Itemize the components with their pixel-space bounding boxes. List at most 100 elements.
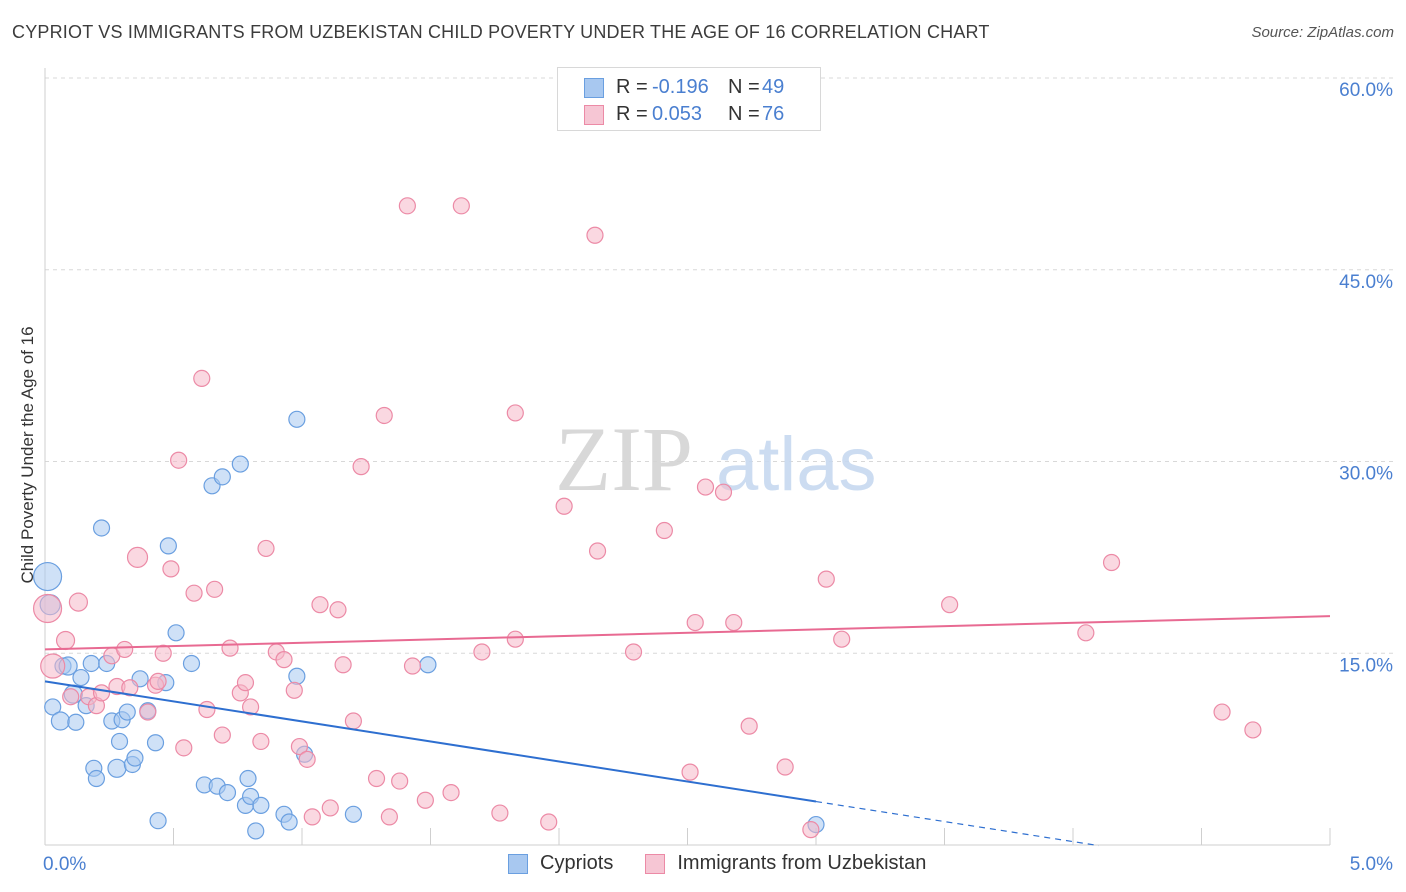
uzbekistan-point (236, 674, 255, 692)
uzbekistan-point (139, 703, 157, 721)
uzbekistan-point (121, 679, 139, 697)
uzbekistan-point (329, 601, 347, 619)
uzbekistan-point (1102, 553, 1121, 572)
uzbekistan-point (586, 226, 604, 244)
uzbekistan-point (398, 197, 416, 215)
uzbekistan-point (242, 698, 260, 716)
legend-item-uzbekistan[interactable]: Immigrants from Uzbekistan (645, 852, 926, 875)
y-tick-label: 60.0% (1339, 80, 1393, 101)
uzbekistan-point (1244, 721, 1262, 739)
uzbekistan-point (55, 630, 76, 651)
watermark-zip: ZIP (555, 408, 693, 510)
uzbekistan-point (221, 639, 239, 657)
cypriots-point (67, 713, 85, 731)
legend-n-value: 76 (762, 103, 785, 125)
cypriots-point (50, 711, 71, 731)
legend-row-cypriots: R = -0.196 N = 49 (584, 76, 784, 99)
y-tick-label: 15.0% (1339, 655, 1393, 676)
uzbekistan-point (149, 672, 167, 690)
cypriots-point (239, 769, 257, 788)
uzbekistan-point (92, 684, 111, 702)
legend-n-label: N = (728, 76, 760, 98)
uzbekistan-point (555, 497, 573, 515)
uzbekistan-point (68, 592, 89, 612)
tick-labels: 15.0% 30.0% 45.0% 60.0% 0.0% 5.0% (43, 80, 1393, 875)
uzbekistan-point (540, 813, 558, 831)
cypriots-point (92, 519, 111, 537)
legend-r-value: -0.196 (652, 76, 709, 98)
uzbekistan-trend-line (44, 615, 1331, 651)
legend-r-label: R = (616, 76, 648, 98)
legend-swatch-cypriots (584, 77, 604, 98)
uzbekistan-point (62, 688, 80, 706)
uzbekistan-point (252, 732, 270, 751)
series-legend: Cypriots Immigrants from Uzbekistan (508, 852, 958, 875)
uzbekistan-point (802, 821, 820, 839)
uzbekistan-point (442, 783, 460, 802)
uzbekistan-point (303, 808, 321, 826)
legend-r-label: R = (616, 103, 648, 125)
uzbekistan-point (175, 739, 193, 757)
uzbekistan-point (334, 656, 352, 674)
legend-label-cypriots: Cypriots (540, 852, 614, 874)
cypriots-point (146, 734, 165, 752)
uzbekistan-point (655, 521, 673, 540)
uzbekistan-point (491, 804, 509, 822)
cypriots-point (107, 758, 127, 778)
uzbekistan-point (714, 483, 733, 501)
uzbekistan-point (452, 197, 470, 215)
trend-lines (44, 615, 1331, 847)
uzbekistan-point (162, 560, 180, 578)
legend-swatch-uzbekistan (584, 104, 604, 125)
cypriots-point (82, 654, 100, 673)
cypriots-point (288, 667, 306, 685)
cypriots-point (182, 654, 201, 673)
cypriots-point (32, 561, 63, 592)
cypriots-point (280, 813, 298, 831)
cypriots-point (44, 698, 62, 716)
uzbekistan-point (32, 593, 63, 624)
uzbekistan-point (116, 640, 134, 659)
uzbekistan-point (40, 653, 66, 679)
uzbekistan-point (285, 681, 303, 699)
uzbekistan-point (375, 406, 393, 425)
cypriots-point (252, 796, 270, 814)
uzbekistan-point (185, 584, 203, 602)
cypriots-point (213, 468, 231, 486)
uzbekistan-point (776, 758, 794, 776)
cypriots-point (167, 624, 185, 642)
y-tick-label: 30.0% (1339, 464, 1393, 485)
cypriots-point (72, 668, 90, 687)
uzbekistan-point (126, 546, 149, 568)
uzbekistan-point (696, 478, 715, 496)
uzbekistan-point (154, 644, 172, 662)
axes (44, 68, 1331, 846)
uzbekistan-point (725, 613, 743, 632)
uzbekistan-point (275, 651, 293, 669)
grid-lines (45, 77, 1395, 654)
uzbekistan-point (473, 643, 491, 661)
legend-item-cypriots[interactable]: Cypriots (508, 852, 613, 875)
y-axis-label: Child Poverty Under the Age of 16 (18, 326, 37, 583)
legend-n-value: 49 (762, 76, 785, 98)
uzbekistan-point (380, 808, 398, 826)
x-tick-label: 0.0% (43, 854, 86, 875)
uzbekistan-point (344, 712, 362, 730)
uzbekistan-point (193, 369, 211, 388)
uzbekistan-point (1077, 624, 1095, 642)
legend-label-uzbekistan: Immigrants from Uzbekistan (677, 852, 927, 874)
legend-swatch-uzbekistan (645, 853, 666, 874)
cypriots-point (344, 805, 362, 823)
legend-swatch-cypriots (508, 853, 528, 874)
cypriots-point (218, 783, 237, 802)
uzbekistan-point (681, 763, 699, 781)
uzbekistan-point (506, 404, 524, 422)
uzbekistan-point (170, 451, 188, 469)
uzbekistan-point (206, 580, 224, 598)
source-label: Source: ZipAtlas.com (1251, 24, 1394, 41)
uzbekistan-point (740, 717, 758, 735)
cypriots-point (149, 812, 167, 830)
cypriots-point (87, 769, 106, 788)
uzbekistan-point (506, 630, 524, 648)
